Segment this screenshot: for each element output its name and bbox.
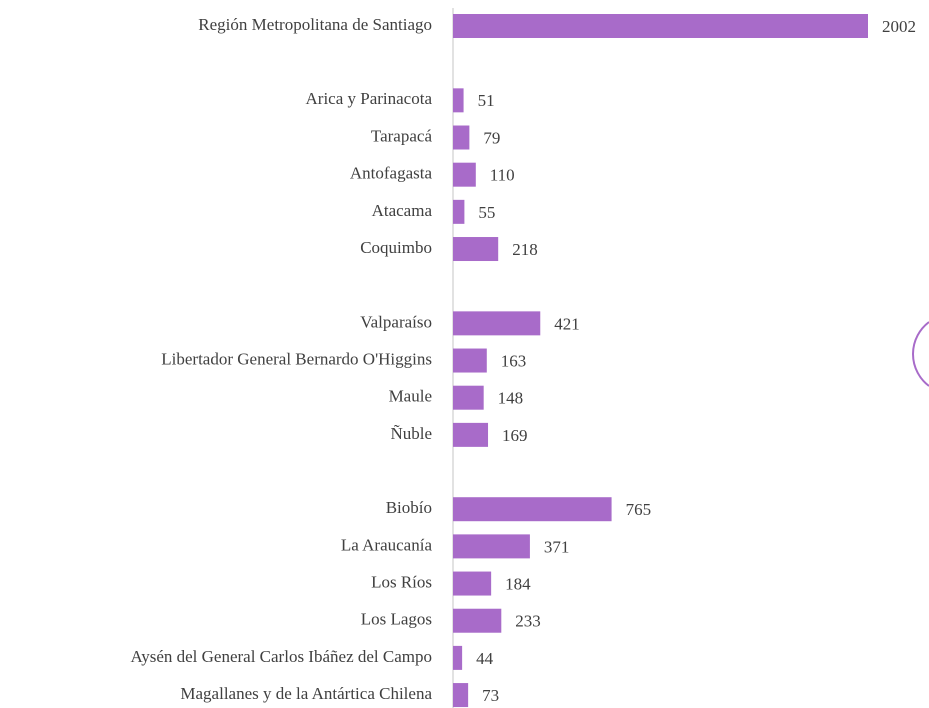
data-label: 233 (515, 612, 541, 631)
y-tick-label: Arica y Parinacota (306, 89, 433, 108)
y-tick-label: Ñuble (390, 424, 432, 443)
y-tick-label: Aysén del General Carlos Ibáñez del Camp… (130, 647, 432, 666)
data-label: 73 (482, 686, 499, 705)
y-tick-label: Los Ríos (371, 572, 432, 591)
y-tick-label: Atacama (372, 201, 433, 220)
data-label: 371 (544, 537, 570, 556)
y-tick-label: Coquimbo (360, 238, 432, 257)
bar (453, 645, 463, 670)
data-label: 169 (502, 426, 528, 445)
data-label: 110 (490, 166, 515, 185)
data-label: 55 (478, 203, 495, 222)
bar (453, 14, 868, 38)
bar (453, 571, 492, 596)
bar (453, 608, 502, 633)
y-tick-label: Biobío (386, 498, 432, 517)
y-tick-label: Maule (389, 387, 432, 406)
bar (453, 199, 465, 224)
data-label: 79 (483, 128, 500, 147)
data-label: 218 (512, 240, 538, 259)
data-label: 2002 (882, 17, 916, 36)
data-label: 765 (626, 500, 652, 519)
bar (453, 237, 499, 262)
bar (453, 422, 489, 447)
bar (453, 385, 484, 410)
data-label: 51 (478, 91, 495, 110)
y-tick-label: Magallanes y de la Antártica Chilena (180, 684, 432, 703)
y-tick-label: Antofagasta (350, 164, 433, 183)
data-label: 184 (505, 574, 531, 593)
bar (453, 348, 487, 373)
bar (453, 497, 612, 522)
data-label: 44 (476, 649, 494, 668)
decoration (912, 321, 929, 387)
bar (453, 683, 469, 708)
y-tick-label: Tarapacá (371, 126, 433, 145)
bar (453, 125, 470, 150)
bar (453, 534, 530, 559)
data-label: 163 (501, 351, 527, 370)
data-label: 148 (498, 389, 524, 408)
bar (453, 88, 464, 113)
bar (453, 311, 541, 336)
y-tick-label: La Araucanía (341, 535, 433, 554)
data-label: 421 (554, 314, 580, 333)
y-tick-label: Los Lagos (361, 610, 432, 629)
bar (453, 162, 476, 187)
y-tick-label: Valparaíso (360, 312, 432, 331)
y-tick-label: Región Metropolitana de Santiago (198, 15, 432, 34)
y-tick-label: Libertador General Bernardo O'Higgins (161, 349, 432, 368)
